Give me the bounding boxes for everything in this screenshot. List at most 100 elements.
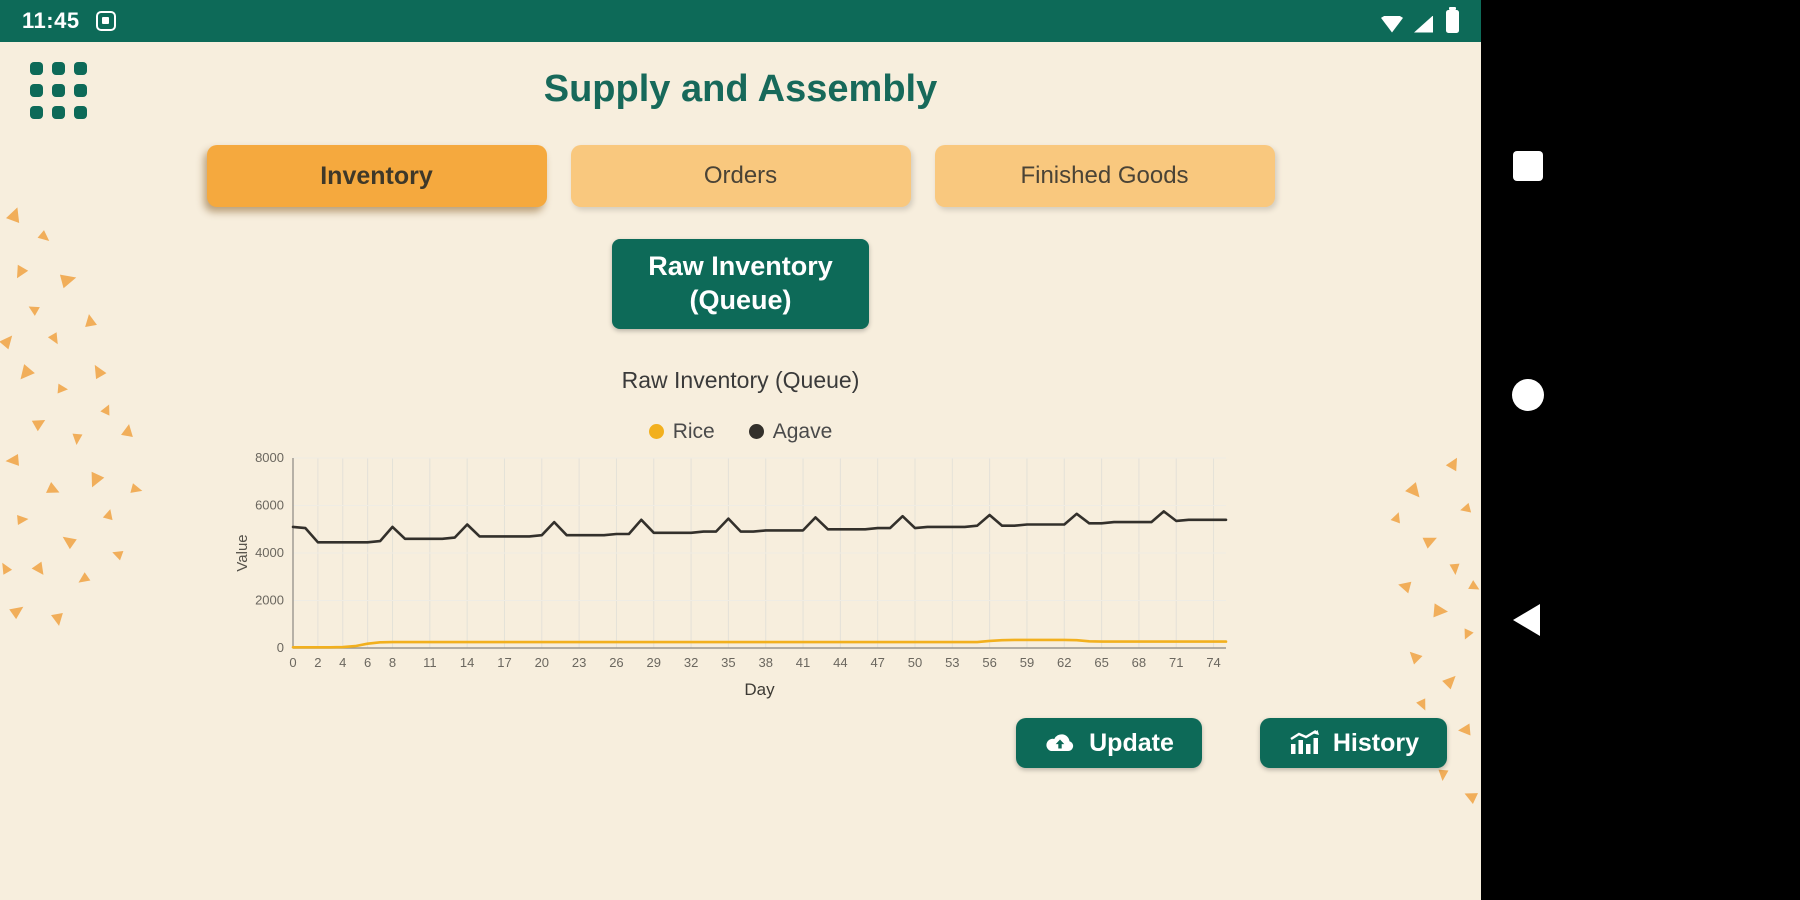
confetti-triangle <box>1445 454 1463 472</box>
tab-orders[interactable]: Orders <box>570 145 911 207</box>
confetti-triangle <box>1396 578 1412 594</box>
confetti-triangle <box>102 507 116 521</box>
svg-text:29: 29 <box>646 655 660 670</box>
history-label: History <box>1332 728 1419 757</box>
svg-text:Value: Value <box>234 534 251 571</box>
svg-text:35: 35 <box>721 655 735 670</box>
screenshot-icon <box>95 11 116 31</box>
confetti-triangle <box>1433 603 1449 619</box>
svg-text:68: 68 <box>1131 655 1145 670</box>
svg-text:26: 26 <box>609 655 623 670</box>
raw-inventory-queue-label-line1: Raw Inventory <box>648 251 833 281</box>
back-button[interactable] <box>1513 604 1540 636</box>
tab-bar: Inventory Orders Finished Goods <box>0 145 1481 207</box>
svg-text:47: 47 <box>870 655 884 670</box>
confetti-triangle <box>11 264 29 282</box>
legend-item-agave[interactable]: Agave <box>748 419 833 444</box>
confetti-triangle <box>1437 769 1449 782</box>
action-buttons: Update History <box>1016 718 1447 768</box>
confetti-triangle <box>130 483 144 496</box>
confetti-triangle <box>6 205 24 223</box>
confetti-triangle <box>31 561 49 579</box>
svg-text:50: 50 <box>907 655 921 670</box>
chart-legend: Rice Agave <box>0 420 1481 444</box>
confetti-triangle <box>1405 647 1423 665</box>
confetti-triangle <box>1457 723 1471 737</box>
tab-finished-goods[interactable]: Finished Goods <box>934 145 1275 207</box>
app-window: 11:45 Supply and Assembly Inventory Orde… <box>0 0 1481 900</box>
svg-text:14: 14 <box>459 655 473 670</box>
confetti-triangle <box>9 601 27 620</box>
svg-text:8000: 8000 <box>255 450 284 465</box>
svg-text:41: 41 <box>795 655 809 670</box>
legend-label-rice: Rice <box>672 419 715 443</box>
status-bar: 11:45 <box>0 0 1481 42</box>
battery-icon <box>1446 6 1459 33</box>
raw-inventory-queue-label-line2: (Queue) <box>689 284 792 315</box>
svg-text:17: 17 <box>497 655 511 670</box>
android-nav-bar <box>1481 0 1800 900</box>
confetti-triangle <box>46 482 62 498</box>
confetti-triangle <box>1422 532 1440 549</box>
cloud-upload-icon <box>1046 733 1074 751</box>
recents-button[interactable] <box>1513 151 1543 181</box>
legend-item-rice[interactable]: Rice <box>648 419 715 444</box>
legend-label-agave: Agave <box>772 419 833 443</box>
confetti-triangle <box>1462 788 1478 804</box>
confetti-triangle <box>75 572 91 587</box>
svg-text:6000: 6000 <box>255 497 284 512</box>
app-content: Supply and Assembly Inventory Orders Fin… <box>0 42 1481 900</box>
status-time: 11:45 <box>22 8 80 33</box>
update-button[interactable]: Update <box>1016 718 1202 768</box>
svg-text:4000: 4000 <box>255 545 284 560</box>
confetti-triangle <box>47 332 63 347</box>
svg-text:23: 23 <box>571 655 585 670</box>
confetti-triangle <box>37 230 53 245</box>
raw-inventory-queue-button[interactable]: Raw Inventory (Queue) <box>612 239 869 329</box>
cellular-signal-icon <box>1414 15 1433 33</box>
confetti-triangle <box>59 270 79 289</box>
tab-inventory[interactable]: Inventory <box>206 145 547 207</box>
svg-text:44: 44 <box>833 655 847 670</box>
svg-text:71: 71 <box>1169 655 1183 670</box>
confetti-triangle <box>85 471 105 491</box>
svg-text:53: 53 <box>945 655 959 670</box>
rice-color-dot <box>648 424 664 439</box>
chart-title: Raw Inventory (Queue) <box>621 366 860 393</box>
update-label: Update <box>1089 728 1174 757</box>
svg-text:4: 4 <box>339 655 346 670</box>
confetti-triangle <box>51 613 65 627</box>
confetti-triangle <box>59 531 77 550</box>
status-bar-right <box>1381 6 1459 33</box>
svg-text:Day: Day <box>744 680 775 699</box>
confetti-triangle <box>17 514 29 525</box>
svg-text:38: 38 <box>758 655 772 670</box>
confetti-triangle <box>110 547 124 561</box>
line-chart: 0 2000 4000 6000 8000 0 2 4 6 8 11 14 17 20 23 26 29 32 35… <box>231 448 1251 702</box>
confetti-triangle <box>1460 628 1474 642</box>
home-button[interactable] <box>1512 379 1544 411</box>
confetti-triangle <box>1449 563 1461 576</box>
confetti-triangle <box>0 560 13 575</box>
confetti-triangle <box>26 302 40 316</box>
app-grid-menu-icon[interactable] <box>30 62 87 119</box>
confetti-triangle <box>1442 671 1460 690</box>
status-bar-left: 11:45 <box>22 8 116 34</box>
confetti-triangle <box>1458 502 1472 516</box>
svg-text:2: 2 <box>314 655 321 670</box>
confetti-triangle <box>83 313 97 327</box>
svg-text:65: 65 <box>1094 655 1108 670</box>
svg-text:62: 62 <box>1057 655 1071 670</box>
history-button[interactable]: History <box>1259 718 1447 768</box>
svg-text:6: 6 <box>364 655 371 670</box>
confetti-triangle <box>100 402 114 416</box>
svg-text:0: 0 <box>276 640 283 655</box>
svg-text:59: 59 <box>1019 655 1033 670</box>
page-title: Supply and Assembly <box>543 68 938 110</box>
agave-color-dot <box>748 424 764 439</box>
svg-text:56: 56 <box>982 655 996 670</box>
confetti-triangle <box>5 453 19 468</box>
svg-text:2000: 2000 <box>255 592 284 607</box>
